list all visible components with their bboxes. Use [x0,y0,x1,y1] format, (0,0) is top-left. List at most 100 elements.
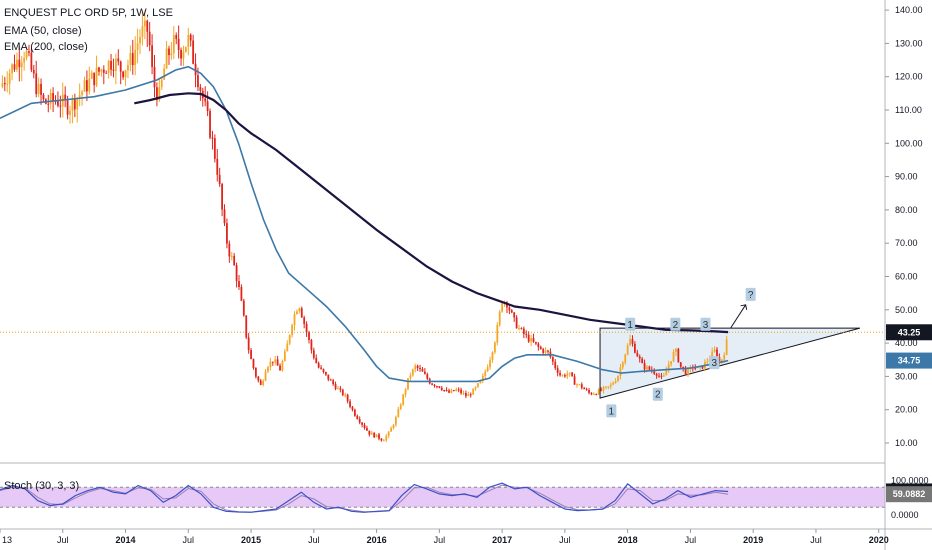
candle-up [90,72,93,79]
candle-down [250,350,252,360]
candle-down [571,372,574,377]
wave-label: 3 [703,320,709,331]
candle-up [129,53,132,66]
candle-up [269,361,272,368]
candle-up [713,349,716,352]
candle-up [182,51,185,59]
candle-down [189,34,192,41]
candle-down [588,390,590,393]
candle-up [69,110,71,115]
y-tick-label: 70.00 [895,238,918,248]
candle-down [180,49,182,59]
candle-up [399,404,402,410]
y-tick-label: 40.00 [895,338,918,348]
candle-down [312,350,315,358]
wave-label-box [652,387,663,401]
question-label: ? [748,290,754,301]
candle-up [496,325,499,343]
candle-up [107,60,110,73]
candle-up [370,432,373,435]
main-plot[interactable]: 1 2 3 1 2 3? [0,10,885,443]
stoch-d-tag: 59.0882 [893,489,926,499]
chart-title: ENQUEST PLC ORD 5P, 1W, LSE [4,7,173,19]
candle-up [592,394,595,396]
candle-up [264,371,267,381]
candle-down [677,348,680,363]
candle-up [286,343,289,352]
candle-down [559,372,561,376]
candle-down [638,356,641,359]
candle-down [233,255,236,266]
candle-up [486,367,489,372]
candle-up [687,369,689,375]
candle-down [522,328,525,335]
candle-up [163,68,166,80]
candle-down [643,363,646,370]
candle-up [158,87,161,100]
x-tick-label: Jul [183,535,195,545]
candle-up [20,62,23,68]
candle-down [148,31,151,46]
candle-down [197,75,199,88]
ema50-value-tag: 34.75 [898,356,921,366]
candle-up [283,351,286,362]
candle-up [566,373,569,377]
candle-down [177,38,180,50]
wave-label-box [670,317,681,331]
candle-up [624,354,627,363]
candle-down [655,373,658,376]
candle-up [491,352,494,361]
candle-up [100,69,103,72]
candle-down [122,71,125,78]
candle-up [493,342,496,353]
candle-down [320,367,322,369]
candle-down [204,98,207,102]
candle-up [187,34,190,47]
candle-up [489,360,491,368]
candle-down [209,110,211,138]
candle-up [481,375,484,381]
candle-up [411,369,414,376]
candle-down [353,409,356,416]
candle-up [1,83,4,87]
candle-down [279,365,281,371]
candle-down [585,389,588,391]
candle-up [397,409,400,418]
ema200-legend: EMA (200, close) [4,41,88,53]
candle-down [235,265,238,282]
candle-down [317,363,320,368]
candle-down [211,137,214,139]
stochastic-plot[interactable] [0,482,885,513]
candle-up [78,95,81,99]
candle-down [380,438,383,441]
candle-down [98,67,100,72]
stoch-axis-0: 0.0000 [891,510,919,520]
candle-up [143,20,146,27]
candle-up [607,386,610,388]
x-tick-label: 2016 [367,535,387,545]
candle-up [11,64,13,74]
candle-down [679,362,682,367]
candle-down [223,209,226,224]
candle-down [682,366,685,369]
candle-up [501,303,504,312]
candle-down [636,352,639,357]
candle-up [71,98,74,111]
candle-up [337,388,339,390]
candle-up [288,334,291,344]
candle-down [332,380,335,385]
stoch-band [0,487,885,508]
candle-up [462,393,465,395]
candle-down [580,384,583,388]
candle-up [619,367,622,376]
candle-up [375,434,378,438]
candle-up [83,80,86,92]
candle-down [469,394,472,396]
x-tick-label: 2014 [116,535,136,545]
y-tick-label: 110.00 [895,105,922,115]
candle-down [153,67,156,88]
y-tick-label: 60.00 [895,272,918,282]
candle-down [356,415,359,420]
candle-down [658,375,660,377]
